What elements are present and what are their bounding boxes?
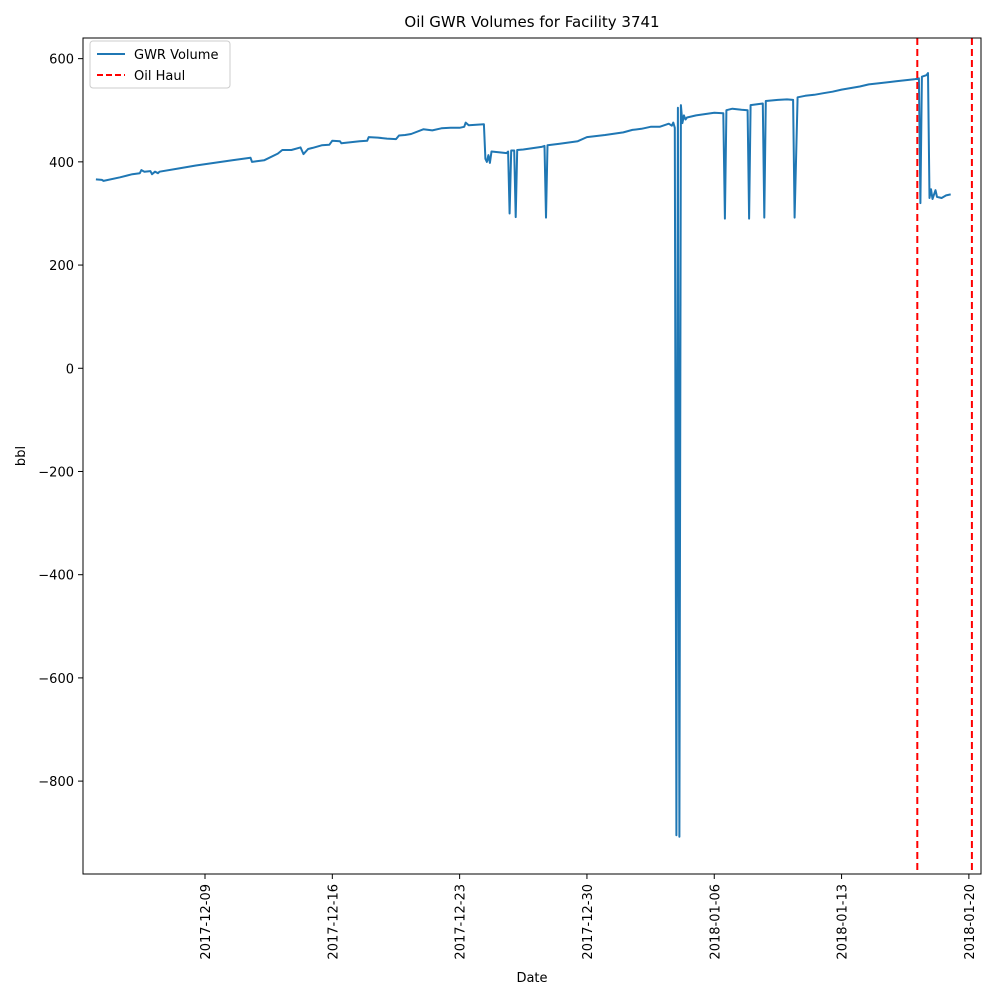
y-tick-label: 200	[49, 259, 74, 274]
x-axis-label: Date	[516, 971, 547, 986]
y-tick-label: −600	[38, 672, 74, 687]
x-tick-label: 2017-12-09	[199, 884, 214, 960]
y-tick-label: 600	[49, 53, 74, 68]
plot-area	[95, 38, 973, 874]
y-axis-ticks: 600 400 200 0 −200 −400 −600 −800	[38, 53, 83, 790]
x-tick-label: 2017-12-23	[454, 884, 469, 960]
legend: GWR Volume Oil Haul	[89, 40, 231, 89]
chart-title: Oil GWR Volumes for Facility 3741	[404, 13, 659, 31]
x-tick-label: 2018-01-13	[836, 884, 851, 960]
y-tick-label: −200	[38, 465, 74, 480]
legend-gwr-volume-label: GWR Volume	[134, 48, 218, 63]
y-tick-label: −400	[38, 569, 74, 584]
x-tick-label: 2018-01-20	[963, 884, 978, 960]
x-tick-label: 2017-12-16	[326, 884, 341, 960]
y-tick-label: 400	[49, 156, 74, 171]
y-tick-label: −800	[38, 775, 74, 790]
legend-box	[89, 40, 231, 89]
series-line-gwr-volume	[95, 72, 951, 838]
y-axis-label: bbl	[14, 446, 29, 466]
x-axis-ticks: 2017-12-09 2017-12-16 2017-12-23 2017-12-30…	[199, 874, 978, 960]
x-tick-label: 2017-12-30	[581, 884, 596, 960]
axes-frame	[82, 37, 982, 875]
y-tick-label: 0	[66, 362, 74, 377]
x-tick-label: 2018-01-06	[708, 884, 723, 960]
legend-oil-haul-label: Oil Haul	[134, 69, 185, 84]
